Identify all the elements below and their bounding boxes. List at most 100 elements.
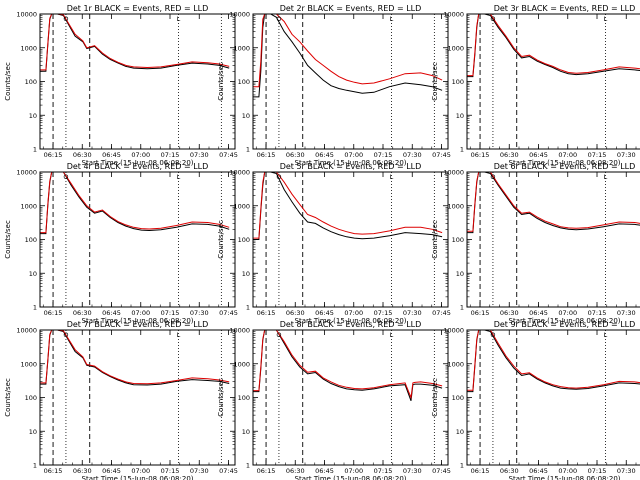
y-tick-label: 100 bbox=[452, 78, 464, 86]
x-tick-label: 06:45 bbox=[529, 467, 548, 475]
x-axis-label: Start Time (15-Jun-08 06:08:20) bbox=[82, 475, 194, 480]
x-tick-label: 07:00 bbox=[131, 151, 150, 159]
y-tick-label: 100 bbox=[238, 394, 250, 402]
y-tick-label: 1000 bbox=[233, 360, 250, 368]
annotation-l: L bbox=[604, 331, 608, 339]
y-axis-label: Counts/sec bbox=[4, 220, 12, 259]
annotation-l: L bbox=[604, 15, 608, 23]
annotation-l: L bbox=[177, 331, 181, 339]
y-tick-label: 1 bbox=[460, 462, 464, 470]
x-tick-label: 06:45 bbox=[102, 467, 121, 475]
y-tick-label: 10000 bbox=[229, 11, 250, 19]
x-tick-label: 06:30 bbox=[500, 467, 519, 475]
x-tick-label: 07:00 bbox=[344, 309, 363, 317]
x-tick-label: 06:15 bbox=[44, 467, 63, 475]
x-tick-label: 06:15 bbox=[257, 467, 276, 475]
x-axis-label: Start Time (15-Jun-08 06:08:20) bbox=[82, 159, 194, 167]
y-tick-label: 10 bbox=[29, 112, 37, 120]
x-tick-label: 06:45 bbox=[315, 309, 334, 317]
annotation-l: L bbox=[177, 15, 181, 23]
x-tick-label: 07:45 bbox=[219, 467, 238, 475]
y-tick-label: 1000 bbox=[233, 202, 250, 210]
y-tick-label: 1 bbox=[33, 304, 37, 312]
y-tick-label: 10000 bbox=[16, 11, 37, 19]
events-series-line bbox=[253, 171, 443, 240]
annotation-o: O bbox=[490, 173, 495, 181]
panel-title: Det 5r BLACK = Events, RED = LLD bbox=[280, 162, 422, 171]
y-axis-label: Counts/sec bbox=[431, 378, 439, 417]
x-tick-label: 06:15 bbox=[44, 151, 63, 159]
annotation-o: O bbox=[276, 331, 281, 339]
panel-det-4: Det 4r BLACK = Events, RED = LLD Counts/s… bbox=[4, 162, 238, 325]
panel-det-3: Det 3r BLACK = Events, RED = LLD Counts/s… bbox=[431, 4, 640, 167]
plot-frame bbox=[39, 329, 236, 466]
annotation-o: O bbox=[490, 15, 495, 23]
x-tick-label: 07:15 bbox=[588, 309, 607, 317]
x-tick-label: 07:15 bbox=[374, 309, 393, 317]
y-axis-label: Counts/sec bbox=[431, 62, 439, 101]
x-tick-label: 06:30 bbox=[500, 151, 519, 159]
x-tick-label: 07:30 bbox=[403, 309, 422, 317]
panel-det-7: Det 7r BLACK = Events, RED = LLD Counts/s… bbox=[4, 320, 238, 480]
panel-title: Det 9r BLACK = Events, RED = LLD bbox=[494, 320, 636, 329]
x-tick-label: 06:45 bbox=[315, 467, 334, 475]
x-tick-label: 07:00 bbox=[131, 467, 150, 475]
plot-frame bbox=[39, 13, 236, 150]
annotation-l: L bbox=[177, 173, 181, 181]
x-tick-label: 06:30 bbox=[73, 467, 92, 475]
y-tick-label: 10 bbox=[456, 270, 464, 278]
y-axis-label: Counts/sec bbox=[217, 220, 225, 259]
y-tick-label: 1000 bbox=[447, 44, 464, 52]
x-tick-label: 07:00 bbox=[344, 151, 363, 159]
panel-title: Det 7r BLACK = Events, RED = LLD bbox=[67, 320, 209, 329]
plot-frame bbox=[466, 329, 640, 466]
x-tick-label: 06:45 bbox=[529, 151, 548, 159]
x-tick-label: 07:00 bbox=[558, 309, 577, 317]
plot-frame bbox=[39, 171, 236, 308]
x-tick-label: 07:30 bbox=[190, 467, 209, 475]
y-tick-label: 1 bbox=[246, 146, 250, 154]
x-tick-label: 07:30 bbox=[617, 309, 636, 317]
lld-series-line bbox=[253, 171, 443, 239]
x-tick-label: 07:30 bbox=[190, 151, 209, 159]
y-tick-label: 100 bbox=[25, 394, 37, 402]
y-tick-label: 10 bbox=[242, 270, 250, 278]
annotation-o: O bbox=[490, 331, 495, 339]
annotation-l: L bbox=[390, 173, 394, 181]
x-tick-label: 06:45 bbox=[529, 309, 548, 317]
panel-det-6: Det 6r BLACK = Events, RED = LLD Counts/s… bbox=[431, 162, 640, 325]
x-tick-label: 06:15 bbox=[257, 151, 276, 159]
lld-series-line bbox=[253, 329, 443, 400]
annotation-l: L bbox=[604, 173, 608, 181]
x-tick-label: 07:15 bbox=[161, 467, 180, 475]
plot-frame bbox=[252, 13, 449, 150]
events-series-line bbox=[253, 13, 443, 98]
x-tick-label: 07:15 bbox=[588, 151, 607, 159]
y-axis-label: Counts/sec bbox=[4, 378, 12, 417]
y-tick-label: 1 bbox=[460, 146, 464, 154]
y-axis-label: Counts/sec bbox=[217, 62, 225, 101]
x-axis-label: Start Time (15-Jun-08 06:08:20) bbox=[509, 475, 621, 480]
x-tick-label: 06:45 bbox=[102, 151, 121, 159]
annotation-l: L bbox=[390, 15, 394, 23]
y-tick-label: 1 bbox=[246, 462, 250, 470]
events-series-line bbox=[253, 329, 443, 401]
x-tick-label: 06:15 bbox=[257, 309, 276, 317]
events-series-line bbox=[40, 171, 230, 235]
x-tick-label: 06:30 bbox=[73, 309, 92, 317]
panel-title: Det 3r BLACK = Events, RED = LLD bbox=[494, 4, 636, 13]
x-tick-label: 07:00 bbox=[558, 467, 577, 475]
y-tick-label: 10000 bbox=[443, 11, 464, 19]
y-axis-label: Counts/sec bbox=[431, 220, 439, 259]
panel-det-2: Det 2r BLACK = Events, RED = LLD Counts/s… bbox=[217, 4, 451, 167]
y-tick-label: 1 bbox=[460, 304, 464, 312]
x-tick-label: 06:30 bbox=[73, 151, 92, 159]
panel-det-5: Det 5r BLACK = Events, RED = LLD Counts/s… bbox=[217, 162, 451, 325]
y-tick-label: 10000 bbox=[16, 327, 37, 335]
y-tick-label: 100 bbox=[25, 236, 37, 244]
y-tick-label: 10000 bbox=[443, 327, 464, 335]
lld-series-line bbox=[253, 13, 443, 88]
annotation-o: O bbox=[276, 15, 281, 23]
y-tick-label: 10000 bbox=[229, 327, 250, 335]
x-tick-label: 06:45 bbox=[102, 309, 121, 317]
